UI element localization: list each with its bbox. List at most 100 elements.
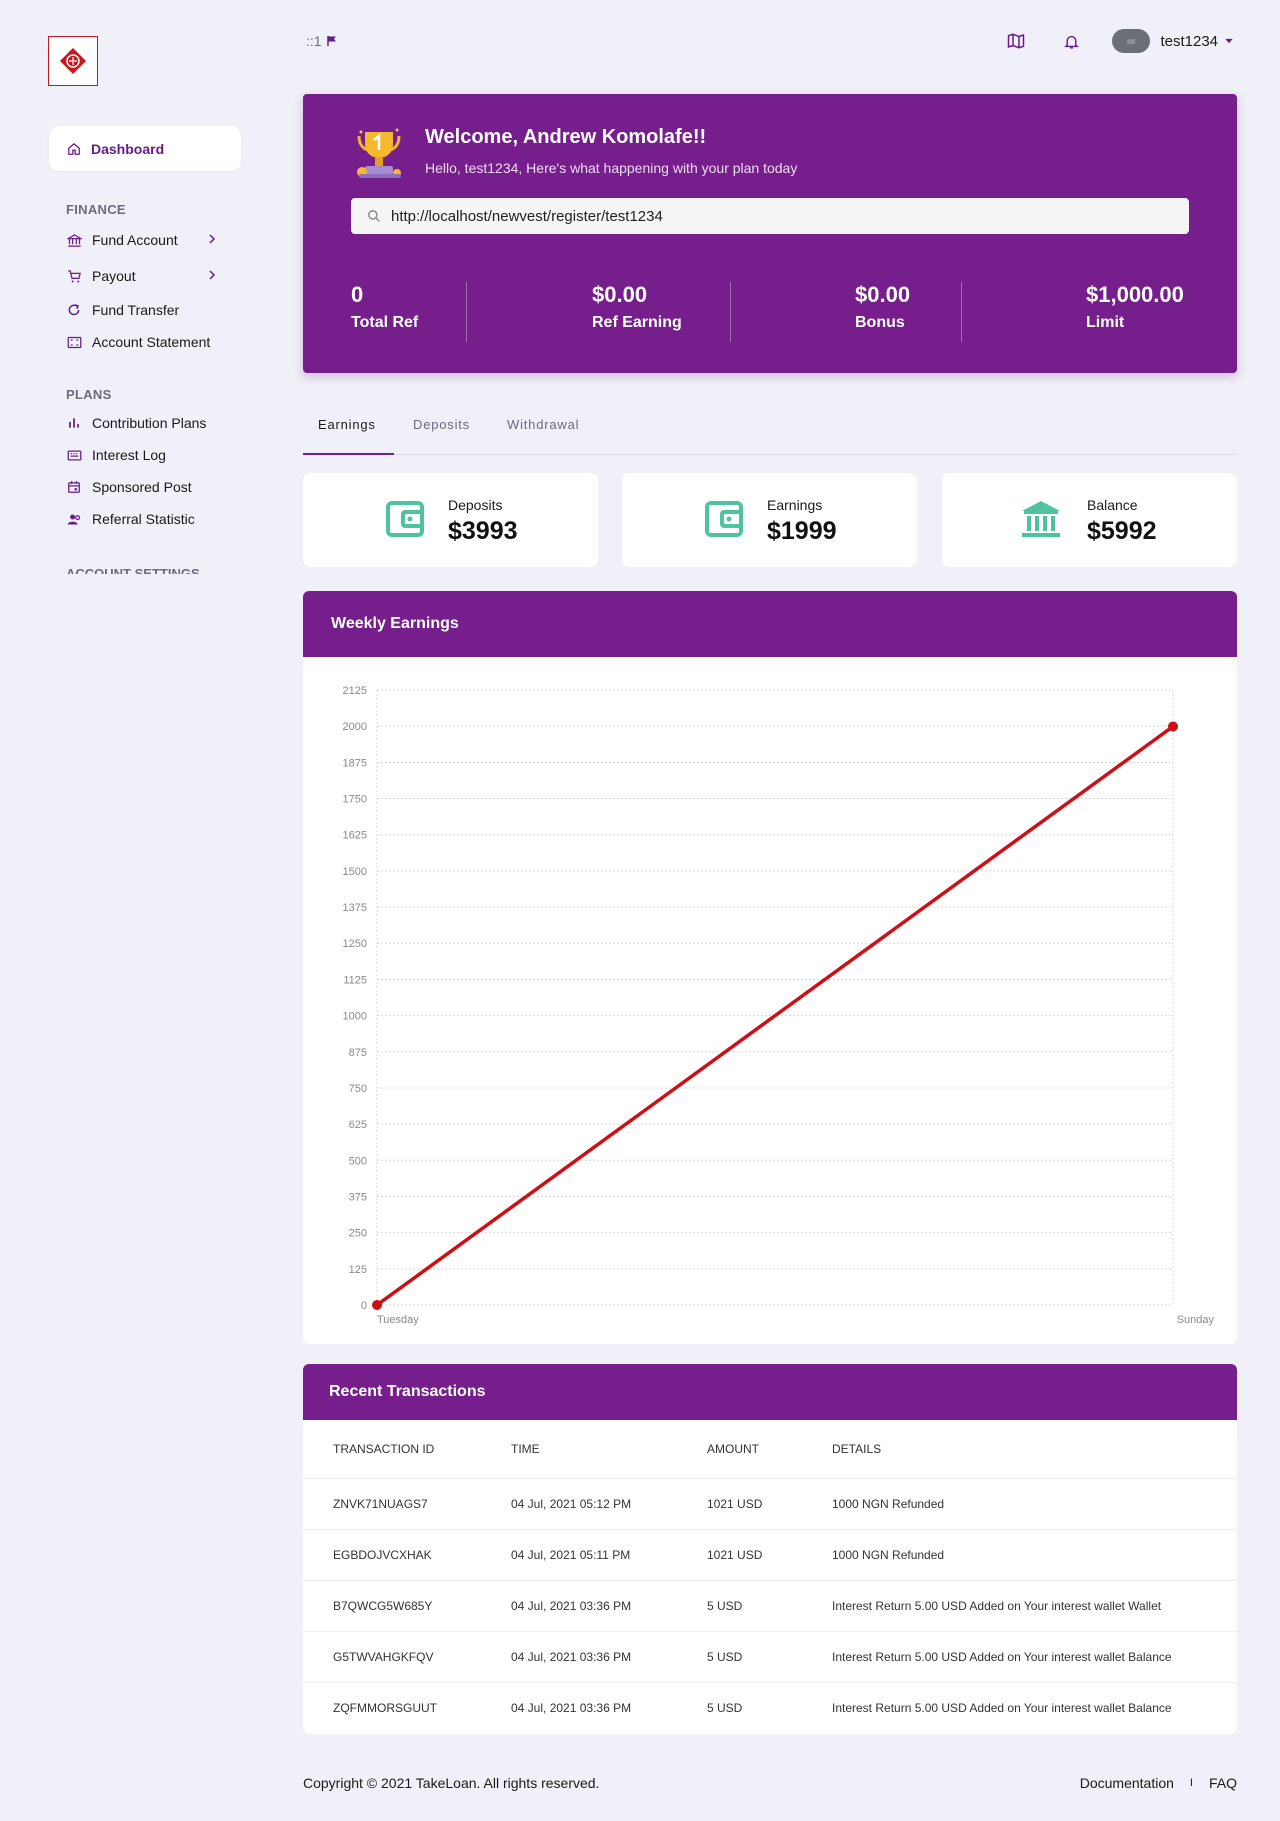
footer: Copyright © 2021 TakeLoan. All rights re… xyxy=(303,1775,1237,1791)
stat-value: 0 xyxy=(351,282,364,307)
documentation-link[interactable]: Documentation xyxy=(1079,1775,1174,1791)
y-tick-label: 1125 xyxy=(343,974,367,986)
column-header: TRANSACTION ID xyxy=(303,1420,511,1479)
sidebar-item-sponsored-post[interactable]: Sponsored Post xyxy=(66,476,192,498)
flag-icon xyxy=(326,36,336,46)
x-tick-label: Tuesday xyxy=(377,1314,419,1326)
y-tick-label: 875 xyxy=(349,1047,367,1059)
x-tick-label: Sunday xyxy=(1177,1314,1215,1326)
cell-time: 04 Jul, 2021 03:36 PM xyxy=(511,1700,632,1715)
sidebar-item-label: Contribution Plans xyxy=(92,415,207,431)
stat-divider xyxy=(466,282,467,342)
sidebar-item-dashboard[interactable]: Dashboard xyxy=(49,126,241,171)
copyright-text: Copyright © 2021 TakeLoan. All rights re… xyxy=(303,1775,600,1791)
cell-details: 1000 NGN Refunded xyxy=(832,1529,1237,1581)
tab-deposits[interactable]: Deposits xyxy=(413,417,470,432)
summary-card-earnings: Earnings $1999 xyxy=(622,473,917,567)
sidebar-item-fund-account[interactable]: Fund Account xyxy=(66,229,226,251)
sidebar-item-fund-transfer[interactable]: Fund Transfer xyxy=(66,299,179,321)
cell-details: Interest Return 5.00 USD Added on Your i… xyxy=(832,1580,1237,1632)
summary-value: $5992 xyxy=(1087,517,1157,545)
stat-divider xyxy=(730,282,731,342)
column-header: TIME xyxy=(511,1420,707,1479)
brand-logo[interactable] xyxy=(48,36,98,86)
cell-amount: 5 USD xyxy=(707,1700,743,1715)
y-tick-label: 125 xyxy=(349,1264,367,1276)
stat-ref-earning: $0.00 Ref Earning xyxy=(592,282,682,332)
sidebar-item-label: Payout xyxy=(92,268,136,284)
referral-link-field[interactable] xyxy=(351,198,1189,234)
tab-bar: Earnings Deposits Withdrawal xyxy=(303,405,1237,455)
tab-withdrawal[interactable]: Withdrawal xyxy=(507,417,580,432)
y-tick-label: 500 xyxy=(349,1155,367,1167)
user-menu-name[interactable]: test1234 xyxy=(1160,32,1218,50)
refresh-icon xyxy=(66,302,82,318)
stat-divider xyxy=(961,282,962,342)
stat-label: Ref Earning xyxy=(592,314,682,331)
table-row: EGBDOJVCXHAK 04 Jul, 2021 05:11 PM 1021 … xyxy=(303,1529,1237,1581)
summary-label: Deposits xyxy=(448,497,503,513)
recent-transactions-title: Recent Transactions xyxy=(303,1364,1237,1420)
wallet-icon xyxy=(704,499,744,544)
column-header: DETAILS xyxy=(832,1420,1237,1479)
sidebar-item-label: Account Statement xyxy=(92,334,211,350)
transactions-table: TRANSACTION ID TIME AMOUNT DETAILS ZNVK7… xyxy=(303,1420,1237,1733)
cell-time: 04 Jul, 2021 03:36 PM xyxy=(511,1631,707,1683)
map-icon[interactable] xyxy=(1007,32,1025,50)
sidebar: Dashboard FINANCE Fund Account Payout Fu… xyxy=(0,0,290,580)
cell-details: 1000 NGN Refunded xyxy=(832,1478,1237,1530)
stat-value: $0.00 xyxy=(855,282,911,307)
sidebar-item-payout[interactable]: Payout xyxy=(66,265,226,287)
referral-link-input[interactable] xyxy=(391,207,1171,225)
welcome-title: Welcome, Andrew Komolafe!! xyxy=(425,126,707,148)
calendar-icon xyxy=(66,479,82,495)
section-title-account-settings: ACCOUNT SETTINGS xyxy=(66,566,200,574)
stat-limit: $1,000.00 Limit xyxy=(1086,282,1184,332)
sidebar-item-account-statement[interactable]: Account Statement xyxy=(66,331,210,353)
tab-earnings[interactable]: Earnings xyxy=(318,417,376,432)
cell-transaction-id: B7QWCG5W685Y xyxy=(303,1580,511,1632)
ip-text: ::1 xyxy=(306,33,322,49)
sidebar-item-referral-statistic[interactable]: Referral Statistic xyxy=(66,508,195,530)
sidebar-item-label: Sponsored Post xyxy=(92,479,192,495)
summary-value: $1999 xyxy=(767,517,837,545)
footer-separator: I xyxy=(1189,1777,1193,1789)
summary-label: Earnings xyxy=(767,497,823,513)
column-header: AMOUNT xyxy=(707,1420,832,1479)
caret-down-icon[interactable] xyxy=(1224,36,1234,46)
cell-transaction-id: G5TWVAHGKFQV xyxy=(303,1631,511,1683)
summary-label: Balance xyxy=(1087,497,1138,513)
chevron-right-icon xyxy=(206,268,218,284)
cell-amount: 5 USD xyxy=(707,1580,832,1632)
weekly-earnings-panel: Weekly Earnings 0 125 250 375 500 625 750 875 10… xyxy=(303,591,1237,1344)
stat-value: $0.00 xyxy=(592,282,648,307)
avatar[interactable] xyxy=(1112,29,1151,53)
statement-icon xyxy=(66,334,82,350)
stat-total-ref: 0 Total Ref xyxy=(351,282,418,332)
chevron-right-icon xyxy=(206,232,218,248)
sidebar-item-interest-log[interactable]: Interest Log xyxy=(66,444,166,466)
table-row: ZQFMMORSGUUT 04 Jul, 2021 03:36 PM 5 USD… xyxy=(303,1682,1237,1733)
y-tick-label: 1625 xyxy=(343,830,367,842)
sidebar-item-label: Fund Account xyxy=(92,232,178,248)
cell-transaction-id: EGBDOJVCXHAK xyxy=(303,1529,511,1581)
cell-amount: 5 USD xyxy=(707,1631,832,1683)
trophy-icon xyxy=(353,124,405,185)
topbar-actions: test1234 xyxy=(1007,26,1234,56)
y-tick-label: 1250 xyxy=(343,938,367,950)
y-tick-label: 375 xyxy=(349,1191,367,1203)
series-line xyxy=(375,724,1175,1307)
y-tick-label: 1875 xyxy=(343,757,367,769)
summary-card-balance: Balance $5992 xyxy=(942,473,1237,567)
bell-icon[interactable] xyxy=(1063,33,1080,50)
summary-card-deposits: Deposits $3993 xyxy=(303,473,598,567)
stat-bonus: $0.00 Bonus xyxy=(855,282,910,332)
sidebar-item-contribution-plans[interactable]: Contribution Plans xyxy=(66,412,206,434)
table-header-row: TRANSACTION ID TIME AMOUNT DETAILS xyxy=(303,1420,1237,1479)
bank-icon xyxy=(66,232,82,248)
data-point xyxy=(1168,721,1178,732)
section-title-plans: PLANS xyxy=(66,387,112,402)
ip-indicator: ::1 xyxy=(306,33,338,49)
faq-link[interactable]: FAQ xyxy=(1208,1775,1237,1791)
cell-time: 04 Jul, 2021 05:11 PM xyxy=(511,1529,707,1581)
